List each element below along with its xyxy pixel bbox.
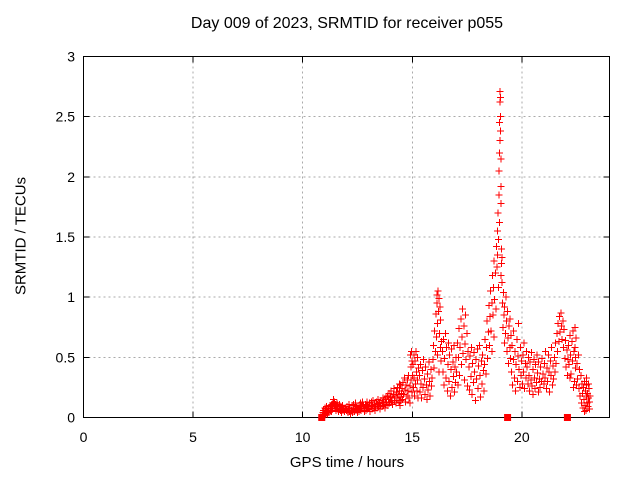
- x-tick-label: 20: [514, 429, 530, 445]
- chart-title: Day 009 of 2023, SRMTID for receiver p05…: [190, 15, 504, 32]
- scatter-markers: [318, 87, 594, 419]
- zero-flag-marker: [504, 414, 512, 421]
- x-tick-label: 0: [80, 429, 88, 445]
- x-tick-label: 10: [295, 429, 311, 445]
- y-tick-label: 2.5: [56, 109, 76, 125]
- x-axis-label: GPS time / hours: [289, 454, 405, 471]
- zero-flag-marker: [318, 414, 326, 421]
- x-tick-label: 5: [189, 429, 197, 445]
- y-tick-label: 2: [67, 169, 75, 185]
- x-tick-label: 15: [404, 429, 420, 445]
- y-tick-label: 1.5: [56, 229, 76, 245]
- y-tick-label: 1: [67, 289, 75, 305]
- y-tick-label: 0: [67, 410, 75, 426]
- zero-flag-marker: [563, 414, 571, 421]
- y-tick-label: 3: [67, 49, 75, 65]
- y-tick-label: 0.5: [56, 349, 76, 365]
